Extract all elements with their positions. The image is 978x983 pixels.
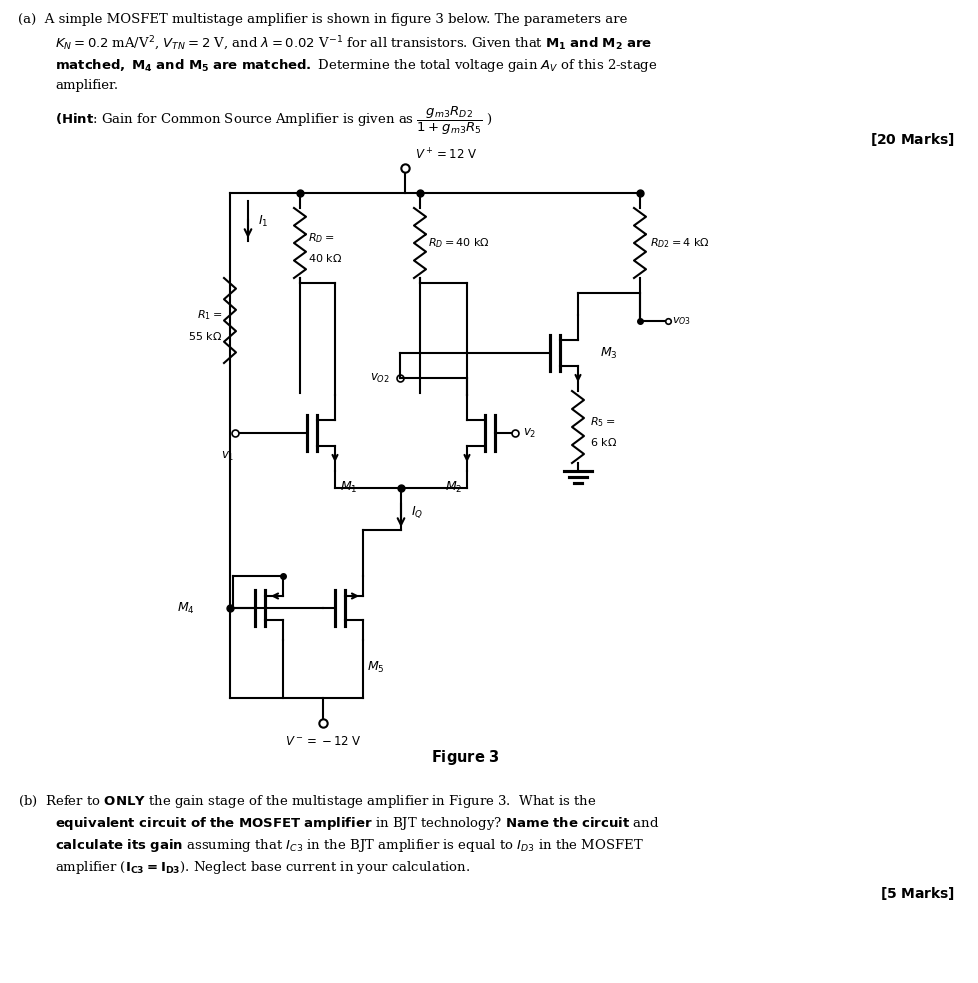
Text: $M_2$: $M_2$	[444, 480, 462, 495]
Text: $v_{O3}$: $v_{O3}$	[671, 316, 690, 327]
Text: $\mathbf{[20\ Marks]}$: $\mathbf{[20\ Marks]}$	[869, 131, 954, 148]
Text: (b)  Refer to $\mathbf{ONLY}$ the gain stage of the multistage amplifier in Figu: (b) Refer to $\mathbf{ONLY}$ the gain st…	[18, 793, 596, 810]
Text: $K_N = 0.2$ mA/V$^2$, $V_{TN} = 2$ V, and $\lambda = 0.02$ V$^{-1}$ for all tran: $K_N = 0.2$ mA/V$^2$, $V_{TN} = 2$ V, an…	[55, 35, 651, 53]
Text: $\mathbf{calculate\ its\ gain}$ assuming that $I_{C3}$ in the BJT amplifier is e: $\mathbf{calculate\ its\ gain}$ assuming…	[55, 837, 644, 854]
Text: $M_1$: $M_1$	[339, 480, 357, 495]
Text: $v_1$: $v_1$	[221, 450, 235, 463]
Text: $\mathbf{Figure\ 3}$: $\mathbf{Figure\ 3}$	[430, 748, 499, 767]
Text: amplifier.: amplifier.	[55, 79, 118, 92]
Text: $V^+ = 12$ V: $V^+ = 12$ V	[415, 147, 477, 163]
Text: $\mathbf{[5\ Marks]}$: $\mathbf{[5\ Marks]}$	[879, 885, 954, 902]
Text: $\mathbf{matched,}$ $\mathbf{M_4}$ $\mathbf{and}$ $\mathbf{M_5}$ $\mathbf{are\ m: $\mathbf{matched,}$ $\mathbf{M_4}$ $\mat…	[55, 57, 657, 74]
Text: $v_{O2}$: $v_{O2}$	[370, 372, 389, 384]
Text: $M_5$: $M_5$	[367, 660, 384, 675]
Text: $R_1 =$: $R_1 =$	[197, 309, 222, 322]
Text: $M_4$: $M_4$	[177, 601, 195, 615]
Text: amplifier ($\mathbf{I_{C3}}$$\mathbf{=}$$\mathbf{I_{D3}}$). Neglect base current: amplifier ($\mathbf{I_{C3}}$$\mathbf{=}$…	[55, 859, 469, 876]
Text: $v_2$: $v_2$	[522, 427, 536, 439]
Text: (a)  A simple MOSFET multistage amplifier is shown in figure 3 below. The parame: (a) A simple MOSFET multistage amplifier…	[18, 13, 627, 26]
Text: $R_D =$: $R_D =$	[308, 231, 334, 245]
Text: $I_Q$: $I_Q$	[411, 504, 422, 520]
Text: $V^- = -12$ V: $V^- = -12$ V	[285, 735, 361, 748]
Text: $\mathbf{equivalent\ circuit\ of\ the\ MOSFET\ amplifier}$ in BJT technology? $\: $\mathbf{equivalent\ circuit\ of\ the\ M…	[55, 815, 658, 832]
Text: 55 k$\Omega$: 55 k$\Omega$	[188, 329, 222, 341]
Text: $M_3$: $M_3$	[600, 345, 617, 361]
Text: $\mathbf{(Hint}$: Gain for Common Source Amplifier is given as $\dfrac{g_{m3}R_{: $\mathbf{(Hint}$: Gain for Common Source…	[55, 105, 492, 137]
Text: 40 k$\Omega$: 40 k$\Omega$	[308, 252, 341, 264]
Text: 6 k$\Omega$: 6 k$\Omega$	[590, 436, 616, 448]
Text: $I_1$: $I_1$	[258, 213, 268, 229]
Text: $R_D = 40$ k$\Omega$: $R_D = 40$ k$\Omega$	[427, 236, 489, 250]
Text: $R_{D2} = 4$ k$\Omega$: $R_{D2} = 4$ k$\Omega$	[649, 236, 709, 250]
Text: $R_5 =$: $R_5 =$	[590, 415, 614, 429]
